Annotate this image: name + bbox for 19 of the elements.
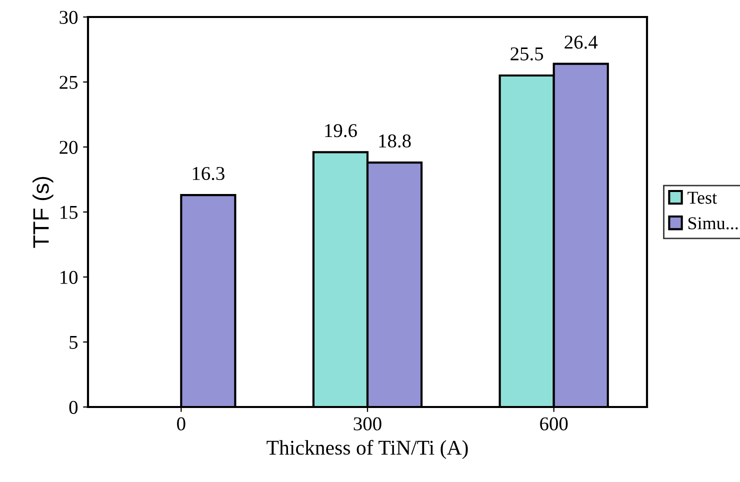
legend-label: Simu... (688, 217, 738, 230)
x-axis-title: Thickness of TiN/Ti (A) (266, 440, 468, 460)
data-label: 16.3 (192, 166, 224, 180)
y-tick-label: 25 (60, 76, 78, 89)
data-label: 25.5 (510, 47, 544, 61)
x-tick-label: 0 (177, 417, 186, 430)
legend-label: Test (688, 192, 717, 204)
y-tick-label: 20 (60, 140, 78, 154)
y-tick-label: 15 (60, 206, 78, 219)
y-tick-label: 0 (69, 400, 78, 414)
x-tick-label: 600 (540, 417, 568, 430)
data-label: 18.8 (379, 134, 411, 148)
data-label: 26.4 (564, 36, 598, 49)
y-tick-label: 10 (60, 270, 78, 284)
y-tick-label: 30 (60, 10, 78, 24)
data-label: 19.6 (325, 124, 357, 138)
y-axis-title: TTF (s) (32, 176, 54, 248)
y-tick-label: 5 (70, 336, 78, 349)
x-tick-label: 300 (354, 417, 382, 430)
